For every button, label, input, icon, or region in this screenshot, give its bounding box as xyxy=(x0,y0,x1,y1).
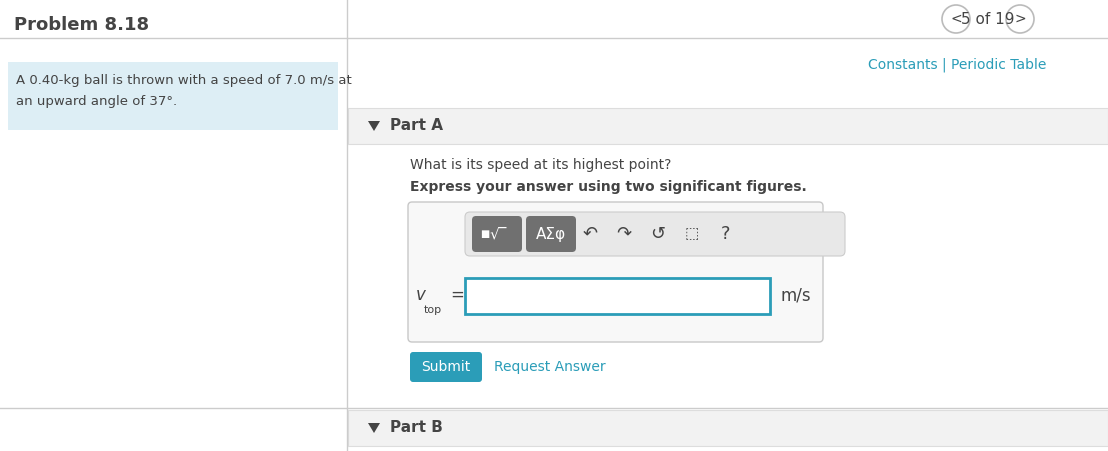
FancyBboxPatch shape xyxy=(465,212,845,256)
Circle shape xyxy=(942,5,970,33)
Text: √‾: √‾ xyxy=(490,226,507,241)
Text: ↶: ↶ xyxy=(583,225,597,243)
Polygon shape xyxy=(368,121,380,131)
Text: 5 of 19: 5 of 19 xyxy=(962,11,1015,27)
Text: Part B: Part B xyxy=(390,420,443,436)
Text: Part A: Part A xyxy=(390,119,443,133)
Polygon shape xyxy=(368,423,380,433)
Text: ⬚: ⬚ xyxy=(685,226,699,241)
FancyBboxPatch shape xyxy=(472,216,522,252)
Text: Constants | Periodic Table: Constants | Periodic Table xyxy=(868,58,1046,73)
Text: Express your answer using two significant figures.: Express your answer using two significan… xyxy=(410,180,807,194)
FancyBboxPatch shape xyxy=(410,352,482,382)
Circle shape xyxy=(1006,5,1034,33)
Text: ↺: ↺ xyxy=(650,225,666,243)
Bar xyxy=(465,278,770,314)
Text: ■: ■ xyxy=(480,229,490,239)
Text: an upward angle of 37°.: an upward angle of 37°. xyxy=(16,95,177,108)
Text: Submit: Submit xyxy=(421,360,471,374)
Text: top: top xyxy=(424,305,442,315)
Text: A 0.40-kg ball is thrown with a speed of 7.0 m/s at: A 0.40-kg ball is thrown with a speed of… xyxy=(16,74,351,87)
Text: >: > xyxy=(1014,12,1026,26)
Text: ↷: ↷ xyxy=(616,225,632,243)
Text: v: v xyxy=(416,286,425,304)
Text: What is its speed at its highest point?: What is its speed at its highest point? xyxy=(410,158,671,172)
FancyBboxPatch shape xyxy=(526,216,576,252)
Bar xyxy=(348,108,1108,144)
Text: Problem 8.18: Problem 8.18 xyxy=(14,16,150,34)
Bar xyxy=(348,410,1108,446)
Text: AΣφ: AΣφ xyxy=(536,226,566,241)
Text: <: < xyxy=(951,12,962,26)
Text: ?: ? xyxy=(721,225,731,243)
Bar xyxy=(8,62,338,130)
Text: Request Answer: Request Answer xyxy=(494,360,606,374)
Text: =: = xyxy=(450,286,464,304)
FancyBboxPatch shape xyxy=(408,202,823,342)
Text: m/s: m/s xyxy=(780,286,811,304)
